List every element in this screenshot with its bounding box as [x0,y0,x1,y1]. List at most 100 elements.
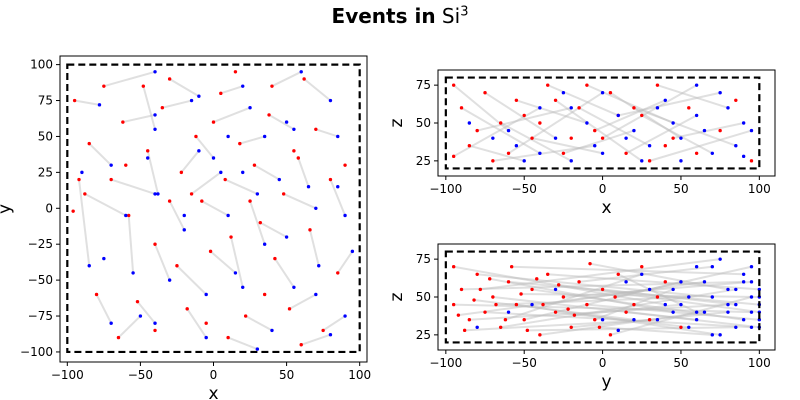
y-axis-label: z [387,118,407,127]
data-point-red [127,213,131,218]
data-point-red [577,106,581,110]
data-point-red [569,136,573,140]
track-segment [329,178,347,217]
track-segment [460,106,541,155]
track-segment [88,142,113,167]
track-segment [227,336,259,351]
data-point-red [577,280,581,284]
data-point-red [613,295,617,299]
track-segment [578,265,714,283]
data-point-blue [600,151,605,155]
track-segment [224,178,259,195]
data-point-blue [726,287,730,292]
track-segment [476,106,573,132]
data-point-blue [593,144,597,148]
data-point-blue [328,98,333,103]
data-point-blue [671,310,675,314]
y-tick-label: 100 [30,58,53,72]
track-segment [562,280,753,298]
detector-boundary [444,250,761,344]
data-point-blue [749,325,754,329]
data-point-red [546,83,550,87]
data-point-blue [467,121,472,125]
data-point-red [160,106,165,110]
data-point-red [498,325,503,329]
track-segment [190,171,222,195]
data-point-red [593,318,597,322]
data-point-red [141,84,146,88]
data-point-red [179,170,184,175]
track-segment [507,91,604,155]
data-point-blue [292,285,296,289]
data-point-blue [600,318,605,322]
data-point-blue [647,144,652,148]
data-point-red [525,328,530,333]
data-point-blue [277,177,281,182]
data-point-blue [702,310,707,314]
data-point-blue [734,302,738,307]
track-segment [491,296,698,321]
data-point-red [153,328,157,333]
track-segment [127,214,135,274]
data-point-red [535,277,539,281]
data-point-blue [718,257,722,261]
y-tick-label: 50 [416,290,431,304]
track-segment [186,307,208,339]
data-point-red [585,83,589,87]
y-tick-label: −75 [28,309,53,323]
data-point-blue [233,271,238,275]
data-point-blue [718,91,722,95]
data-point-blue [741,121,746,125]
data-point-blue [97,103,102,107]
y-tick-label: 25 [416,328,431,342]
track-segment [95,293,113,325]
track-segment [175,264,208,296]
y-tick-label: 25 [38,165,53,179]
data-point-red [211,120,216,124]
data-point-red [121,120,125,124]
x-tick-label: 50 [279,368,294,382]
data-point-red [336,271,340,275]
data-point-blue [182,213,186,218]
data-point-red [483,91,487,95]
data-point-blue [124,213,128,218]
data-point-red [663,280,667,284]
data-point-blue [600,91,605,95]
data-point-red [226,335,230,340]
track-segment [102,70,157,88]
data-point-red [71,209,75,213]
data-point-blue [663,302,667,307]
track-segment [473,299,635,321]
data-point-blue [306,185,311,189]
data-point-blue [694,83,699,87]
track-segment [542,280,706,306]
x-tick-label: 100 [748,182,771,196]
data-point-blue [153,70,157,74]
track-segment [499,122,573,162]
data-point-red [314,127,318,131]
figure-title: Events in Si3 [0,4,800,28]
data-point-red [475,128,479,133]
track-segment [484,91,557,140]
data-point-blue [153,113,157,117]
track-segment [593,99,667,132]
data-point-blue [734,287,738,292]
data-point-blue [189,98,194,103]
plot-area [60,56,367,362]
y-tick-label: 75 [416,252,431,266]
track-segment [614,265,753,298]
data-point-red [233,70,238,74]
x-axis-label: x [601,198,611,218]
data-point-blue [749,265,754,269]
data-point-red [478,287,483,292]
data-point-blue [553,287,558,292]
track-segment [273,257,295,289]
data-point-red [647,159,652,163]
x-tick-label: −50 [128,368,153,382]
data-point-blue [624,280,628,284]
data-point-blue [694,310,699,314]
data-point-red [538,333,542,337]
data-point-red [200,199,204,203]
data-point-red [175,264,179,268]
